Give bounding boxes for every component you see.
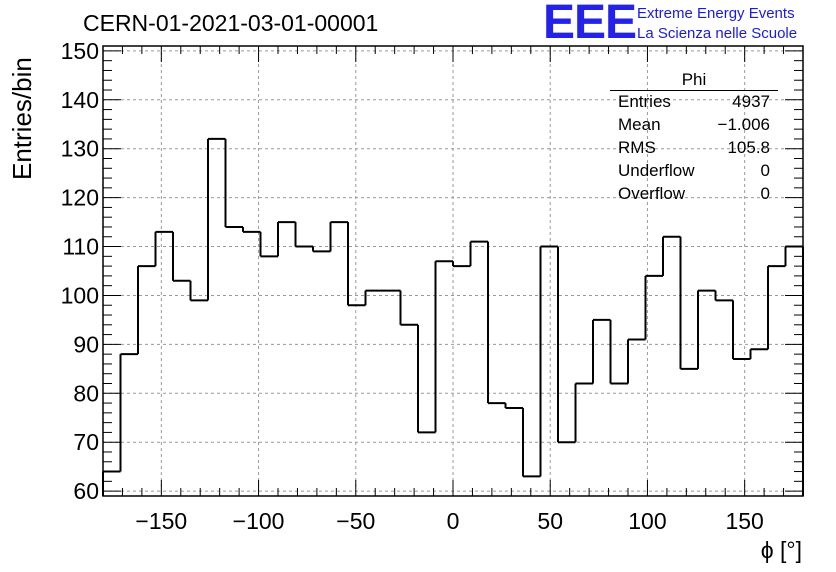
x-tick-label: 0 xyxy=(447,508,460,534)
logo-line-1: Extreme Energy Events xyxy=(637,5,795,22)
stats-row-overflow: Overflow 0 xyxy=(618,184,770,206)
x-tick-label: 100 xyxy=(628,508,666,534)
x-tick-label: −100 xyxy=(233,508,285,534)
stats-row-rms: RMS 105.8 xyxy=(618,138,770,160)
logo-line-2: La Scienza nelle Scuole xyxy=(637,25,798,42)
y-tick-label: 90 xyxy=(73,331,99,357)
stats-box: Phi Entries 4937 Mean −1.006 RMS 105.8 U… xyxy=(610,70,778,204)
stats-title: Phi xyxy=(681,70,707,89)
stats-row-entries: Entries 4937 xyxy=(618,92,770,114)
y-tick-label: 130 xyxy=(61,136,99,162)
y-tick-label: 80 xyxy=(73,380,99,406)
tick-labels: −150 −100 −50 0 50 100 150 60 70 80 90 100 110 120 130… xyxy=(61,38,764,534)
stats-key: Underflow xyxy=(618,161,695,180)
y-tick-label: 140 xyxy=(61,87,99,113)
stats-divider xyxy=(610,90,778,91)
stats-value: 105.8 xyxy=(727,138,770,157)
chart-title: CERN-01-2021-03-01-00001 xyxy=(83,10,379,36)
x-tick-label: −150 xyxy=(135,508,187,534)
axis-ticks xyxy=(102,46,804,496)
x-tick-label: 150 xyxy=(725,508,763,534)
x-tick-label: 50 xyxy=(537,508,563,534)
stats-value: 4937 xyxy=(732,92,770,111)
stats-value: 0 xyxy=(760,161,770,180)
logo-mark: EEE xyxy=(543,0,637,49)
stats-value: 0 xyxy=(760,184,770,203)
stats-row-underflow: Underflow 0 xyxy=(618,161,770,183)
y-tick-label: 150 xyxy=(61,38,99,64)
stats-key: RMS xyxy=(618,138,656,157)
stats-key: Entries xyxy=(618,92,671,111)
stats-row-mean: Mean −1.006 xyxy=(618,115,770,137)
y-tick-label: 60 xyxy=(73,478,99,504)
stats-key: Mean xyxy=(618,115,661,134)
y-tick-label: 110 xyxy=(62,234,99,260)
stats-key: Overflow xyxy=(618,184,686,203)
x-tick-label: −50 xyxy=(336,508,375,534)
eee-logo: EEE Extreme Energy Events La Scienza nel… xyxy=(543,0,833,49)
y-tick-label: 100 xyxy=(61,282,99,308)
y-tick-label: 70 xyxy=(73,429,99,455)
y-tick-label: 120 xyxy=(61,185,99,211)
y-axis-label: Entries/bin xyxy=(7,57,37,180)
stats-value: −1.006 xyxy=(717,115,770,134)
x-axis-label: ϕ [°] xyxy=(760,537,802,563)
